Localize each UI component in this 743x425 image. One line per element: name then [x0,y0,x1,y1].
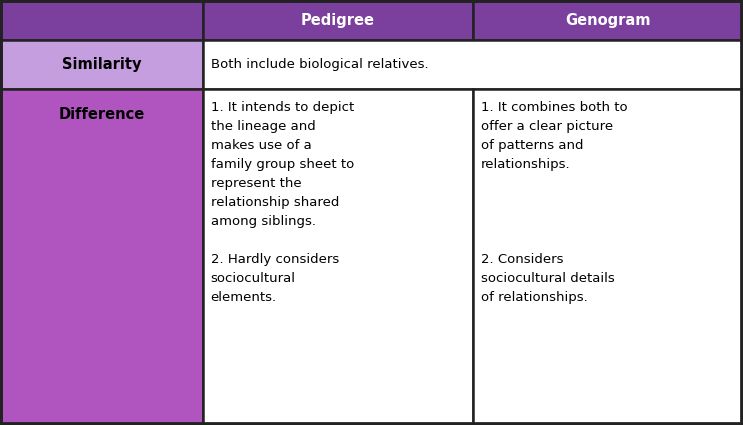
Text: Genogram: Genogram [565,13,650,28]
Bar [473,1,742,40]
Text: Similarity: Similarity [62,57,141,72]
Bar [1,1,203,40]
Text: Both include biological relatives.: Both include biological relatives. [210,58,428,71]
Text: Pedigree: Pedigree [301,13,374,28]
Bar [1,40,203,88]
Bar [473,88,742,424]
Text: 1. It intends to depict
the lineage and
makes use of a
family group sheet to
rep: 1. It intends to depict the lineage and … [210,101,354,303]
Bar [203,88,473,424]
Text: Difference: Difference [59,107,145,122]
Bar [203,40,742,88]
Text: 1. It combines both to
offer a clear picture
of patterns and
relationships.




: 1. It combines both to offer a clear pic… [481,101,628,303]
Bar [203,1,473,40]
Bar [1,88,203,424]
